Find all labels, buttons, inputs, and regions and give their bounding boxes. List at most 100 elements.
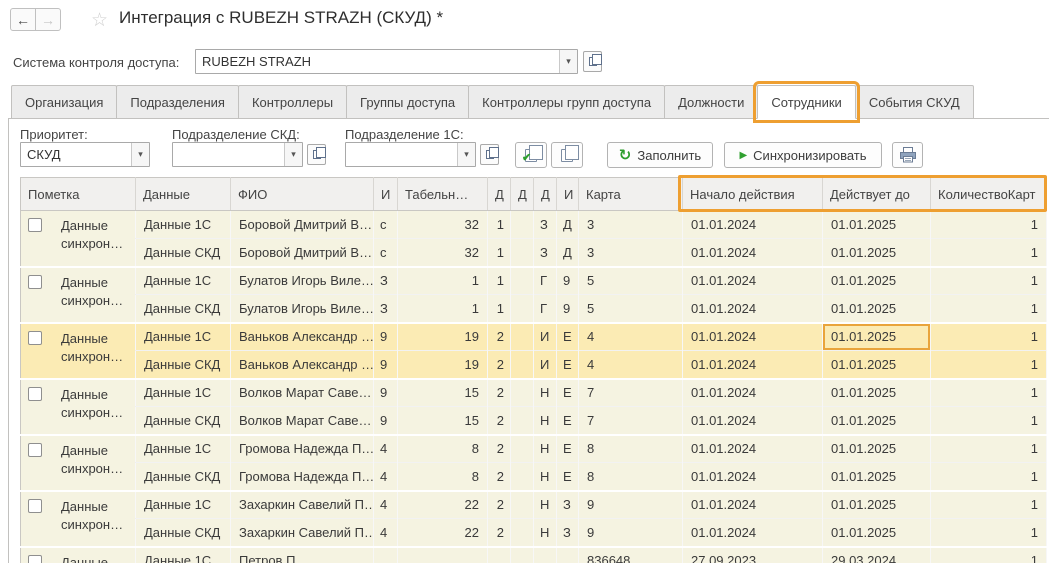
card-cell[interactable]: 9 (578, 518, 683, 547)
fio-cell[interactable]: Захаркин Савелий П… (230, 489, 374, 519)
date-to-cell[interactable]: 01.01.2025 (822, 265, 931, 295)
date-to-cell[interactable]: 01.01.2025 (822, 210, 931, 239)
tab-number-cell[interactable]: 1 (397, 294, 488, 323)
tab-number-cell[interactable]: 1 (397, 265, 488, 295)
system-combobox[interactable]: RUBEZH STRAZH ▾ (195, 49, 578, 74)
d1-cell[interactable]: 2 (487, 518, 511, 547)
col-d3[interactable]: Д (533, 177, 557, 211)
i1-cell[interactable]: 4 (373, 462, 398, 491)
tab-sobytiya-skud[interactable]: События СКУД (854, 85, 974, 119)
i1-cell[interactable]: 4 (373, 433, 398, 463)
card-count-cell[interactable]: 1 (930, 518, 1047, 547)
i1-cell[interactable]: 4 (373, 489, 398, 519)
i1-cell[interactable]: З (373, 265, 398, 295)
print-button[interactable] (892, 142, 923, 168)
d2-cell[interactable] (510, 294, 534, 323)
d3-cell[interactable]: Н (533, 462, 557, 491)
back-button[interactable]: ← (10, 8, 36, 31)
date-from-cell[interactable]: 01.01.2024 (682, 433, 823, 463)
date-to-cell[interactable]: 01.01.2025 (822, 462, 931, 491)
table-row[interactable]: Данные синхрон… Данные 1С Боровой Дмитрий … (20, 210, 1047, 267)
card-count-cell[interactable]: 1 (930, 462, 1047, 491)
d1-cell[interactable]: 2 (487, 462, 511, 491)
i2-cell[interactable]: Е (556, 433, 579, 463)
d3-cell[interactable]: Г (533, 265, 557, 295)
col-deystvuet-do[interactable]: Действует до (822, 177, 931, 211)
d2-cell[interactable] (510, 406, 534, 435)
i2-cell[interactable]: Е (556, 350, 579, 379)
tab-dolzhnosti[interactable]: Должности (664, 85, 759, 119)
date-to-cell[interactable]: 01.01.2025 (822, 238, 931, 267)
col-dannye[interactable]: Данные (135, 177, 231, 211)
card-cell[interactable]: 5 (578, 294, 683, 323)
d3-cell[interactable]: Н (533, 406, 557, 435)
card-count-cell[interactable]: 1 (930, 377, 1047, 407)
date-from-cell[interactable]: 01.01.2024 (682, 462, 823, 491)
data-source-cell[interactable]: Данные 1С (135, 489, 231, 519)
date-from-cell[interactable]: 01.01.2024 (682, 265, 823, 295)
tab-number-cell[interactable]: 32 (397, 238, 488, 267)
chevron-down-icon[interactable]: ▾ (559, 50, 577, 73)
col-nachalo-deystviya[interactable]: Начало действия (682, 177, 823, 211)
table-row[interactable]: Данные СКД Ваньков Александр … 9 19 2 И Е 4 01.0… (21, 350, 1047, 379)
date-from-cell[interactable]: 01.01.2024 (682, 294, 823, 323)
data-source-cell[interactable]: Данные СКД (135, 350, 231, 379)
fio-cell[interactable]: Захаркин Савелий П… (230, 518, 374, 547)
d2-cell[interactable] (510, 462, 534, 491)
date-to-cell[interactable]: 01.01.2025 (822, 518, 931, 547)
card-cell[interactable]: 7 (578, 377, 683, 407)
i2-cell[interactable]: Е (556, 406, 579, 435)
row-checkbox[interactable] (28, 218, 42, 232)
d1-cell[interactable]: 1 (487, 265, 511, 295)
col-d2[interactable]: Д (510, 177, 534, 211)
tab-number-cell[interactable]: 22 (397, 518, 488, 547)
i1-cell[interactable]: с (373, 238, 398, 267)
data-source-cell[interactable]: Данные 1С (135, 377, 231, 407)
card-count-cell[interactable]: 1 (930, 294, 1047, 323)
d1-cell[interactable]: 2 (487, 433, 511, 463)
tab-number-cell[interactable]: 32 (397, 210, 488, 239)
card-count-cell[interactable]: 1 (930, 210, 1047, 239)
i2-cell[interactable]: Е (556, 462, 579, 491)
d2-cell[interactable] (510, 350, 534, 379)
d1-cell[interactable]: 2 (487, 489, 511, 519)
tab-number-cell[interactable]: 8 (397, 462, 488, 491)
date-to-cell[interactable]: 29.03.2024 (822, 545, 931, 563)
date-from-cell[interactable]: 27.09.2023 (682, 545, 823, 563)
d1-cell[interactable]: 2 (487, 377, 511, 407)
row-checkbox[interactable] (28, 554, 42, 563)
data-source-cell[interactable]: Данные СКД (135, 518, 231, 547)
d1-cell[interactable]: 2 (487, 406, 511, 435)
chevron-down-icon[interactable]: ▾ (457, 143, 475, 166)
card-cell[interactable]: 3 (578, 238, 683, 267)
chevron-down-icon[interactable]: ▾ (131, 143, 149, 166)
row-checkbox[interactable] (28, 386, 42, 401)
i1-cell[interactable]: с (373, 210, 398, 239)
fio-cell[interactable]: Ваньков Александр … (230, 321, 374, 351)
card-cell[interactable]: 4 (578, 350, 683, 379)
tab-number-cell[interactable]: 15 (397, 377, 488, 407)
d3-cell[interactable]: Г (533, 294, 557, 323)
d3-cell[interactable]: З (533, 210, 557, 239)
date-from-cell[interactable]: 01.01.2024 (682, 238, 823, 267)
dept-skd-open-button[interactable] (307, 144, 326, 165)
dept-1c-combobox[interactable]: ▾ (345, 142, 476, 167)
col-pometka[interactable]: Пометка (20, 177, 136, 211)
d2-cell[interactable] (510, 545, 534, 563)
d3-cell[interactable]: И (533, 321, 557, 351)
tab-organizaciya[interactable]: Организация (11, 85, 118, 119)
fio-cell[interactable]: Булатов Игорь Виле… (230, 294, 374, 323)
card-count-cell[interactable]: 1 (930, 489, 1047, 519)
tab-number-cell[interactable]: 22 (397, 489, 488, 519)
i2-cell[interactable]: Д (556, 238, 579, 267)
fio-cell[interactable]: Волков Марат Саве… (230, 377, 374, 407)
i2-cell[interactable]: З (556, 518, 579, 547)
tab-number-cell[interactable]: 19 (397, 350, 488, 379)
i2-cell[interactable]: З (556, 489, 579, 519)
data-source-cell[interactable]: Данные СКД (135, 462, 231, 491)
d1-cell[interactable]: 1 (487, 294, 511, 323)
card-count-cell[interactable]: 1 (930, 321, 1047, 351)
tab-number-cell[interactable] (397, 545, 488, 563)
i2-cell[interactable]: Д (556, 210, 579, 239)
